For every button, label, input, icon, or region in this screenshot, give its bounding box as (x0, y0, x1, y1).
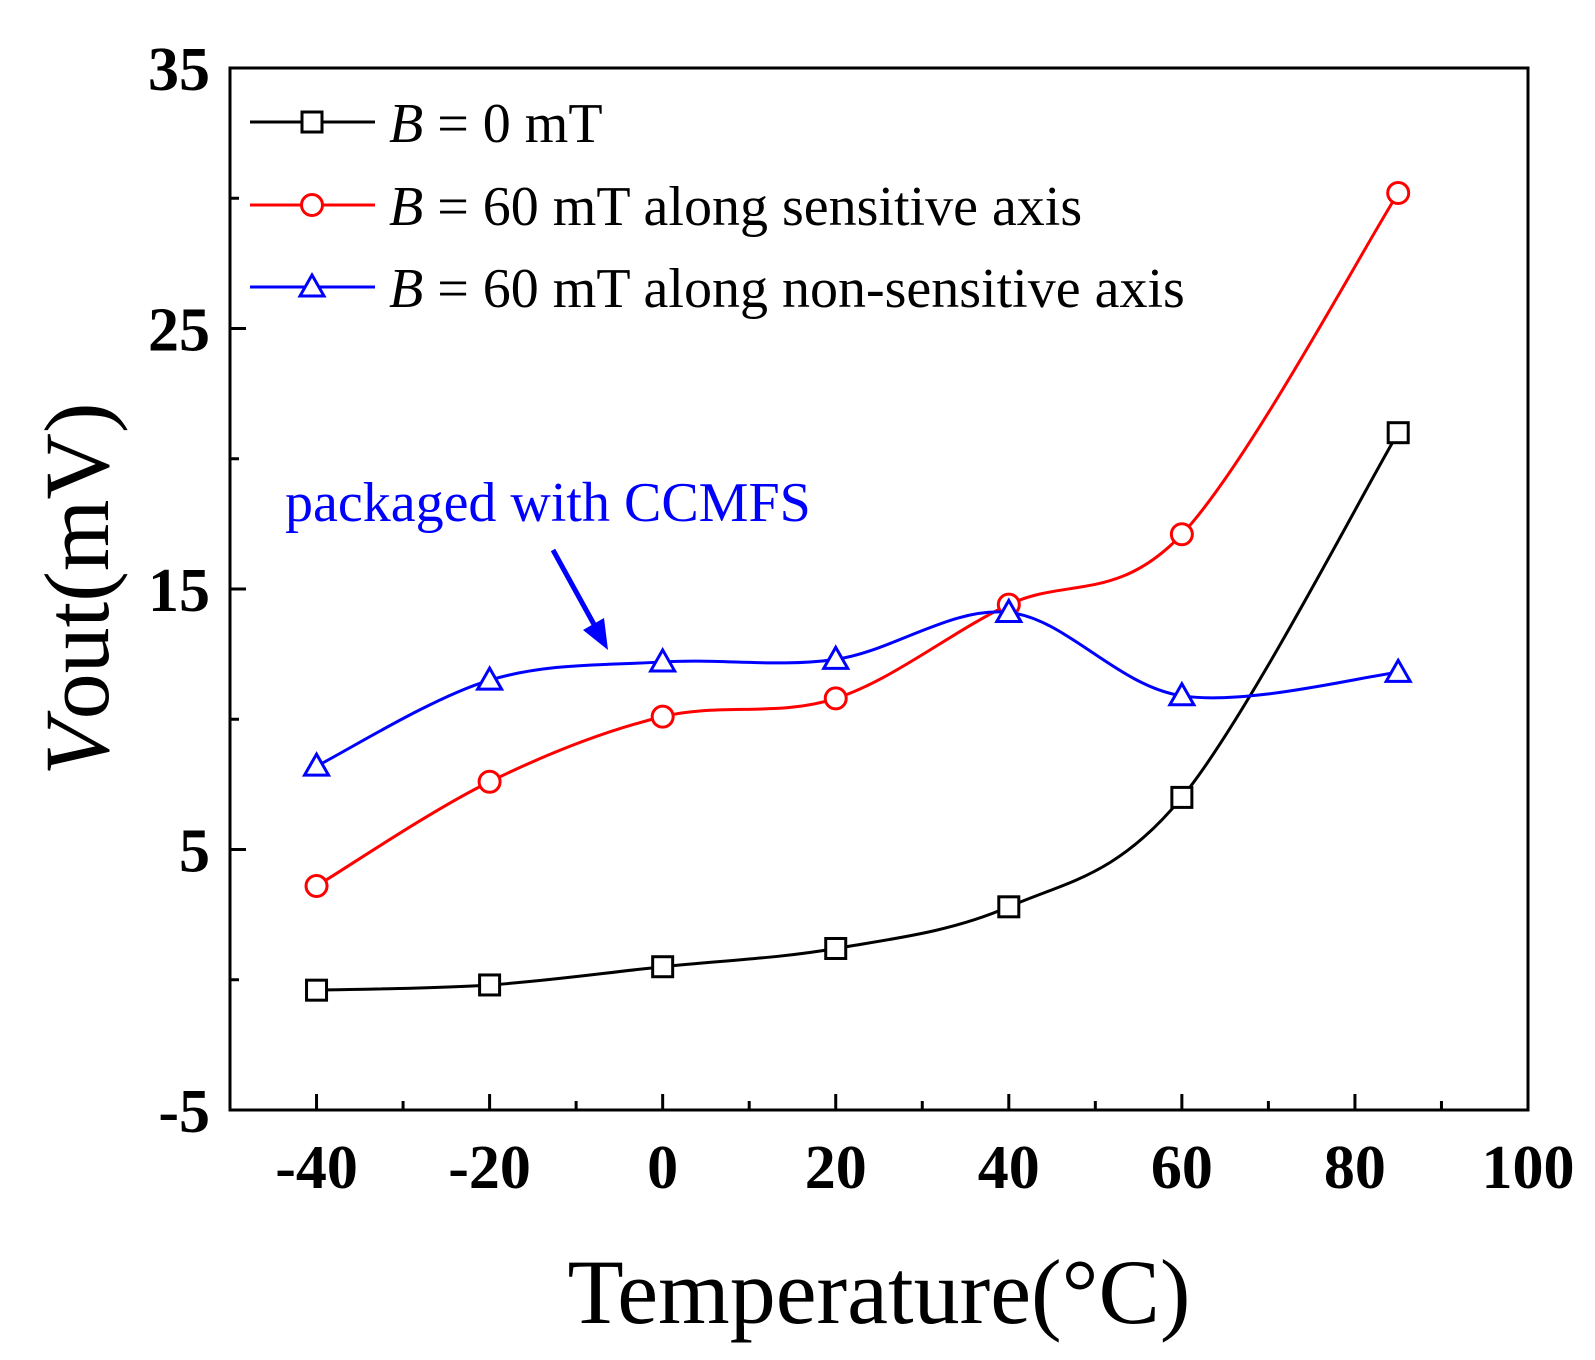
y-tick-label: -5 (158, 1078, 210, 1146)
data-point (305, 978, 329, 1002)
x-tick-label: 100 (1482, 1134, 1575, 1202)
x-tick-label: 40 (978, 1134, 1040, 1202)
y-axis-title-italic: V (26, 710, 128, 776)
x-tick-label: 80 (1324, 1134, 1386, 1202)
data-point (1169, 522, 1194, 547)
data-point (477, 769, 502, 794)
data-point (478, 973, 502, 997)
x-tick-label: 60 (1151, 1134, 1213, 1202)
data-point (1170, 785, 1194, 809)
series-layer (301, 181, 1413, 1002)
data-point (651, 955, 675, 979)
legend-label-2: B = 60 mT along non-sensitive axis (389, 258, 1185, 320)
x-tick-label: 0 (647, 1134, 678, 1202)
y-axis-title: Vout(mV) (26, 402, 128, 775)
data-point (994, 597, 1024, 623)
data-point (824, 936, 848, 960)
legend-entry-1: B = 60 mT along sensitive axis (250, 176, 1082, 238)
data-point (1386, 181, 1411, 206)
data-point (1386, 421, 1410, 445)
ticks-layer: -40 -20 0 20 40 60 80 100 -5 5 15 25 35 (148, 36, 1575, 1202)
data-point (997, 895, 1021, 919)
data-point (475, 665, 505, 691)
data-point (1383, 657, 1413, 683)
data-point (823, 686, 848, 711)
data-point (304, 873, 329, 898)
legend-label-1: B = 60 mT along sensitive axis (389, 176, 1082, 238)
annotation-arrow-shaft (550, 548, 599, 630)
x-tick-label: -20 (448, 1134, 531, 1202)
legend: B = 0 mT B = 60 mT along sensitive axis … (250, 93, 1185, 320)
annotation-arrow-head (583, 618, 608, 650)
data-point (1167, 680, 1197, 707)
x-tick-label: 20 (805, 1134, 867, 1202)
legend-entry-2: B = 60 mT along non-sensitive axis (250, 258, 1185, 320)
y-tick-label: 35 (148, 36, 210, 104)
data-point (650, 704, 675, 729)
data-point (821, 644, 851, 670)
y-tick-label: 15 (148, 557, 210, 625)
annotation: packaged with CCMFS (285, 472, 811, 650)
data-point (301, 751, 332, 777)
legend-marker-1 (300, 193, 324, 217)
annotation-text: packaged with CCMFS (285, 472, 811, 534)
legend-marker-0 (300, 110, 324, 134)
x-axis-title: Temperature(°C) (568, 1241, 1191, 1343)
x-tick-label: -40 (275, 1134, 358, 1202)
data-point (648, 646, 678, 673)
y-tick-label: 5 (179, 818, 210, 886)
legend-label-0: B = 0 mT (389, 93, 603, 155)
legend-entry-0: B = 0 mT (250, 93, 603, 155)
y-axis-title-rest: out(mV) (26, 402, 128, 719)
y-tick-label: 25 (148, 297, 210, 365)
legend-marker-2 (297, 271, 327, 298)
